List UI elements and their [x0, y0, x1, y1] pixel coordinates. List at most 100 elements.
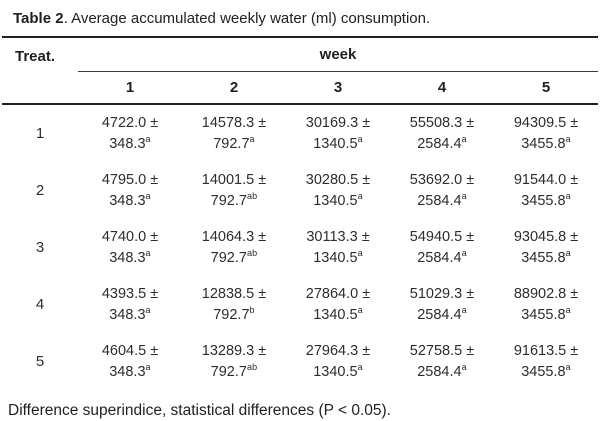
significance-superscript: ab [246, 190, 258, 201]
cell-error-value: 1340.5a [313, 133, 363, 152]
cell-error-value: 348.3a [109, 304, 151, 323]
significance-superscript: a [565, 304, 571, 315]
data-cell: 4740.0 ± 348.3a [78, 219, 182, 276]
table-body: 1 4722.0 ± 348.3a 14578.3 ± 792.7a 30169.3 ± 1… [2, 104, 598, 390]
cell-error-value: 348.3a [109, 361, 151, 380]
data-cell: 30169.3 ± 1340.5a [286, 104, 390, 162]
data-cell: 13289.3 ± 792.7ab [182, 333, 286, 390]
treat-label: 2 [35, 182, 45, 199]
significance-superscript: a [145, 247, 151, 258]
week-column-header-2: 2 [182, 71, 286, 105]
cell-error-value: 348.3a [109, 190, 151, 209]
cell-error-value: 3455.8a [521, 361, 571, 380]
data-cell: 30113.3 ± 1340.5a [286, 219, 390, 276]
data-cell: 88902.8 ± 3455.8a [494, 276, 598, 333]
week-column-header-3: 3 [286, 71, 390, 105]
cell-mean-value: 94309.5 ± [513, 114, 579, 131]
significance-superscript: a [461, 361, 467, 372]
data-cell: 54940.5 ± 2584.4a [390, 219, 494, 276]
cell-mean-value: 53692.0 ± [409, 171, 475, 188]
significance-superscript: a [249, 133, 255, 144]
data-cell: 4795.0 ± 348.3a [78, 162, 182, 219]
cell-error-value: 792.7a [213, 133, 255, 152]
cell-error-value: 1340.5a [313, 361, 363, 380]
cell-error-value: 3455.8a [521, 247, 571, 266]
significance-superscript: a [461, 247, 467, 258]
significance-superscript: a [357, 361, 363, 372]
data-cell: 27864.0 ± 1340.5a [286, 276, 390, 333]
cell-error-value: 792.7ab [210, 247, 258, 266]
cell-error-value: 348.3a [109, 133, 151, 152]
cell-mean-value: 55508.3 ± [409, 114, 475, 131]
cell-mean-value: 14001.5 ± [201, 171, 267, 188]
cell-error-value: 792.7ab [210, 361, 258, 380]
data-cell: 51029.3 ± 2584.4a [390, 276, 494, 333]
cell-error-value: 3455.8a [521, 133, 571, 152]
significance-superscript: ab [246, 247, 258, 258]
significance-superscript: a [461, 190, 467, 201]
significance-superscript: a [145, 133, 151, 144]
significance-superscript: a [565, 133, 571, 144]
cell-mean-value: 13289.3 ± [201, 342, 267, 359]
significance-superscript: a [565, 361, 571, 372]
cell-error-value: 348.3a [109, 247, 151, 266]
significance-superscript: a [461, 304, 467, 315]
significance-superscript: ab [246, 361, 258, 372]
cell-mean-value: 27864.0 ± [305, 285, 371, 302]
table-caption-number: Table 2 [13, 10, 64, 27]
cell-mean-value: 91544.0 ± [513, 171, 579, 188]
significance-superscript: a [357, 247, 363, 258]
cell-error-value: 2584.4a [417, 361, 467, 380]
table-row: 3 4740.0 ± 348.3a 14064.3 ± 792.7ab 30113.3 ±… [2, 219, 598, 276]
cell-mean-value: 4740.0 ± [101, 228, 159, 245]
cell-mean-value: 14064.3 ± [201, 228, 267, 245]
data-cell: 52758.5 ± 2584.4a [390, 333, 494, 390]
table-row: 5 4604.5 ± 348.3a 13289.3 ± 792.7ab 27964.3 ±… [2, 333, 598, 390]
data-cell: 4393.5 ± 348.3a [78, 276, 182, 333]
table-row: 1 4722.0 ± 348.3a 14578.3 ± 792.7a 30169.3 ± 1… [2, 104, 598, 162]
cell-mean-value: 4393.5 ± [101, 285, 159, 302]
data-cell: 94309.5 ± 3455.8a [494, 104, 598, 162]
week-column-header-1: 1 [78, 71, 182, 105]
significance-superscript: a [357, 133, 363, 144]
data-cell: 12838.5 ± 792.7b [182, 276, 286, 333]
data-cell: 14064.3 ± 792.7ab [182, 219, 286, 276]
week-column-header-4: 4 [390, 71, 494, 105]
cell-mean-value: 54940.5 ± [409, 228, 475, 245]
significance-superscript: a [565, 190, 571, 201]
data-cell: 14001.5 ± 792.7ab [182, 162, 286, 219]
treat-label: 5 [35, 353, 45, 370]
table-row: 4 4393.5 ± 348.3a 12838.5 ± 792.7b 27864.0 ± 1… [2, 276, 598, 333]
treat-label: 1 [35, 125, 45, 142]
cell-error-value: 2584.4a [417, 133, 467, 152]
table-footnote: Difference superindice, statistical diff… [8, 402, 391, 419]
cell-error-value: 1340.5a [313, 304, 363, 323]
data-cell: 93045.8 ± 3455.8a [494, 219, 598, 276]
data-cell: 30280.5 ± 1340.5a [286, 162, 390, 219]
data-cell: 91544.0 ± 3455.8a [494, 162, 598, 219]
treat-column-header: Treat. [2, 36, 78, 105]
week-group-header: week [78, 36, 599, 72]
data-cell: 27964.3 ± 1340.5a [286, 333, 390, 390]
cell-mean-value: 30113.3 ± [306, 228, 370, 245]
cell-error-value: 2584.4a [417, 190, 467, 209]
cell-error-value: 3455.8a [521, 304, 571, 323]
significance-superscript: a [461, 133, 467, 144]
treat-label: 4 [35, 296, 45, 313]
significance-superscript: a [357, 304, 363, 315]
week-column-header-5: 5 [494, 71, 599, 105]
cell-mean-value: 91613.5 ± [513, 342, 579, 359]
cell-mean-value: 30169.3 ± [305, 114, 371, 131]
data-cell: 91613.5 ± 3455.8a [494, 333, 598, 390]
cell-mean-value: 88902.8 ± [513, 285, 579, 302]
group-header-row: Treat. week [2, 36, 599, 105]
cell-mean-value: 27964.3 ± [305, 342, 371, 359]
data-cell: 4604.5 ± 348.3a [78, 333, 182, 390]
cell-error-value: 3455.8a [521, 190, 571, 209]
cell-error-value: 1340.5a [313, 247, 363, 266]
cell-mean-value: 4604.5 ± [101, 342, 159, 359]
